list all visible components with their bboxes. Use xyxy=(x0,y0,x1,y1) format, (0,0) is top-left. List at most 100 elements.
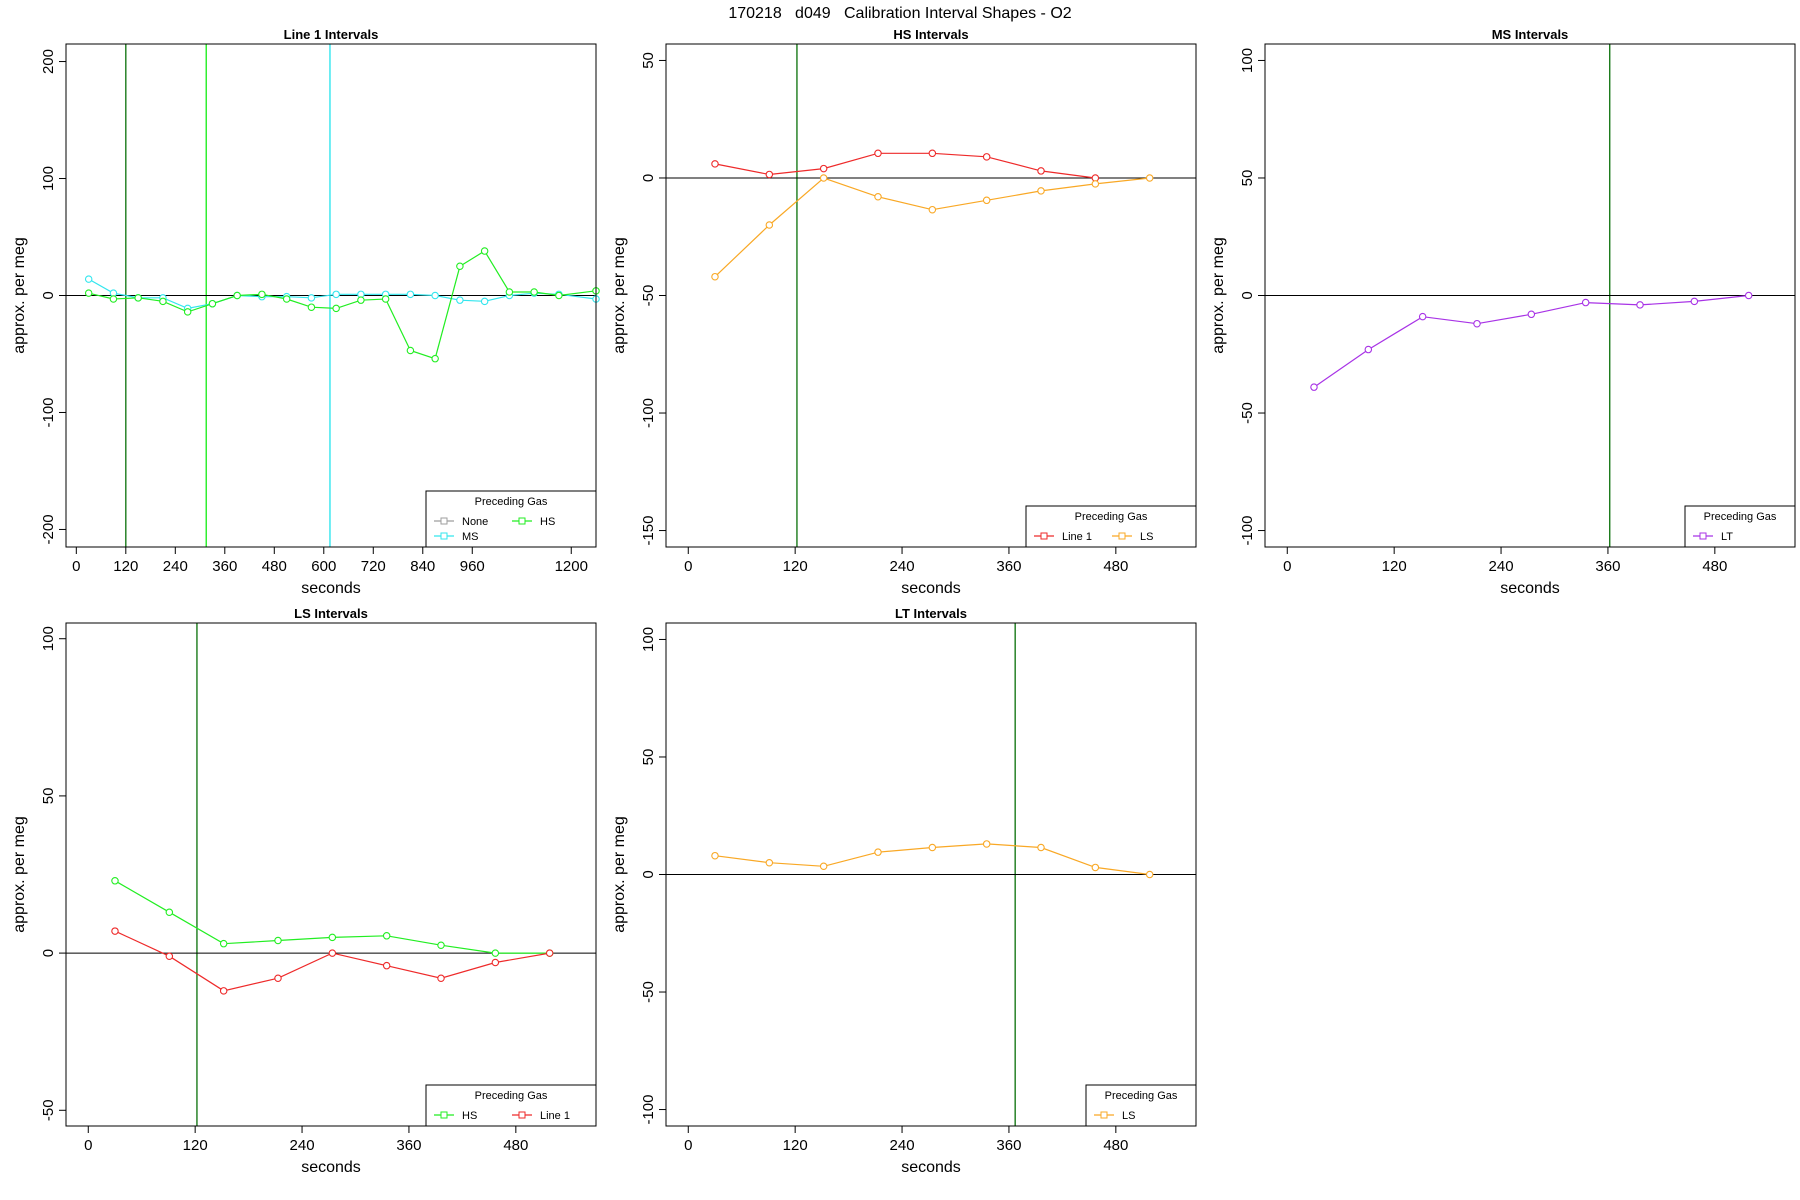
x-tick-label: 360 xyxy=(996,558,1021,575)
legend-entry-label: Line 1 xyxy=(1062,531,1092,543)
x-tick-label: 960 xyxy=(460,558,485,575)
data-point xyxy=(819,164,828,173)
y-tick-label: -200 xyxy=(40,514,57,544)
series-line-hs xyxy=(88,250,597,360)
y-axis-label: approx. per meg xyxy=(611,237,628,354)
legend-entry-label: Line 1 xyxy=(540,1110,570,1122)
legend-entry-label: MS xyxy=(462,531,479,543)
x-tick-label: 360 xyxy=(212,558,237,575)
data-point xyxy=(332,290,340,299)
y-tick-label: -100 xyxy=(1239,516,1256,546)
data-point xyxy=(480,297,489,306)
legend: Preceding Gas HS Line 1 xyxy=(425,1084,597,1127)
legend-title: Preceding Gas xyxy=(1105,1090,1178,1102)
data-point xyxy=(437,941,445,949)
data-point xyxy=(545,949,554,957)
x-tick-label: 120 xyxy=(783,1137,808,1154)
legend-swatch-marker xyxy=(518,517,526,525)
legend-title: Preceding Gas xyxy=(1075,511,1148,523)
data-point xyxy=(1473,319,1481,328)
legend-entry-label: LT xyxy=(1721,531,1733,543)
chart-panel-2: MS Intervals 0 120 240 360 480 seconds -100 -50 0… xyxy=(1210,27,1796,597)
data-point xyxy=(84,275,93,283)
x-tick-label: 0 xyxy=(84,1137,92,1154)
legend-title: Preceding Gas xyxy=(475,1090,548,1102)
y-tick-label: -50 xyxy=(640,285,657,307)
panel-title: LS Intervals xyxy=(294,606,368,621)
data-point xyxy=(1037,187,1045,195)
y-tick-label: 100 xyxy=(40,166,57,191)
data-point xyxy=(406,346,415,355)
x-tick-label: 120 xyxy=(783,558,808,575)
x-tick-label: 480 xyxy=(1702,558,1727,575)
data-point xyxy=(332,304,340,313)
panel-title: Line 1 Intervals xyxy=(284,27,379,42)
x-tick-label: 600 xyxy=(311,558,336,575)
legend-entry-label: HS xyxy=(540,516,555,528)
data-point xyxy=(109,295,118,303)
panel-title: MS Intervals xyxy=(1492,27,1569,42)
y-tick-label: -50 xyxy=(40,1099,57,1121)
data-point xyxy=(258,290,266,299)
data-point xyxy=(307,303,316,311)
y-tick-label: 0 xyxy=(40,291,57,299)
data-point xyxy=(84,289,93,297)
data-point xyxy=(1744,291,1753,300)
x-tick-label: 120 xyxy=(183,1137,208,1154)
x-tick-label: 480 xyxy=(1103,558,1128,575)
data-point xyxy=(491,958,500,967)
data-point xyxy=(819,862,828,871)
x-tick-label: 0 xyxy=(72,558,80,575)
data-point xyxy=(982,196,991,205)
x-tick-label: 0 xyxy=(684,558,692,575)
y-tick-label: 50 xyxy=(640,52,657,69)
legend-box xyxy=(1085,1084,1197,1127)
panel-title: LT Intervals xyxy=(895,606,967,621)
data-point xyxy=(233,291,241,300)
y-tick-label: -100 xyxy=(640,398,657,428)
x-tick-label: 240 xyxy=(163,558,188,575)
data-point xyxy=(111,877,119,885)
y-tick-label: 0 xyxy=(640,870,657,878)
legend-swatch-marker xyxy=(1699,532,1707,540)
data-point xyxy=(183,308,192,316)
data-point xyxy=(1636,301,1644,309)
x-tick-label: 120 xyxy=(113,558,138,575)
legend-title: Preceding Gas xyxy=(1704,511,1777,523)
x-tick-label: 0 xyxy=(1283,558,1291,575)
data-point xyxy=(1418,312,1427,321)
chart-panel-1: HS Intervals 0 120 240 360 480 seconds -150 -100… xyxy=(611,27,1197,597)
x-tick-label: 840 xyxy=(410,558,435,575)
data-point xyxy=(382,932,391,940)
data-point xyxy=(282,295,291,303)
data-point xyxy=(431,354,439,363)
data-point xyxy=(928,205,937,214)
data-point xyxy=(711,851,719,860)
data-point xyxy=(711,272,719,281)
data-point xyxy=(406,290,415,299)
y-tick-label: 0 xyxy=(640,174,657,182)
data-point xyxy=(274,974,282,982)
data-point xyxy=(505,288,514,296)
data-point xyxy=(928,843,937,852)
data-point xyxy=(328,933,337,942)
x-tick-label: 720 xyxy=(361,558,386,575)
legend-entry-label: LS xyxy=(1140,531,1153,543)
legend: Preceding Gas LT xyxy=(1684,505,1796,548)
x-tick-label: 240 xyxy=(1489,558,1514,575)
y-axis-label: approx. per meg xyxy=(611,816,628,933)
x-tick-label: 240 xyxy=(290,1137,315,1154)
x-tick-label: 480 xyxy=(1103,1137,1128,1154)
data-point xyxy=(1037,167,1045,175)
x-tick-label: 240 xyxy=(890,1137,915,1154)
x-tick-label: 0 xyxy=(684,1137,692,1154)
legend-swatch-marker xyxy=(1118,532,1126,540)
y-tick-label: 50 xyxy=(40,788,57,805)
data-point xyxy=(1690,297,1699,306)
x-tick-label: 360 xyxy=(996,1137,1021,1154)
y-tick-label: -100 xyxy=(40,397,57,427)
series-line-line-1 xyxy=(714,152,1096,179)
data-point xyxy=(381,295,390,303)
data-point xyxy=(159,297,167,306)
data-point xyxy=(307,294,316,302)
